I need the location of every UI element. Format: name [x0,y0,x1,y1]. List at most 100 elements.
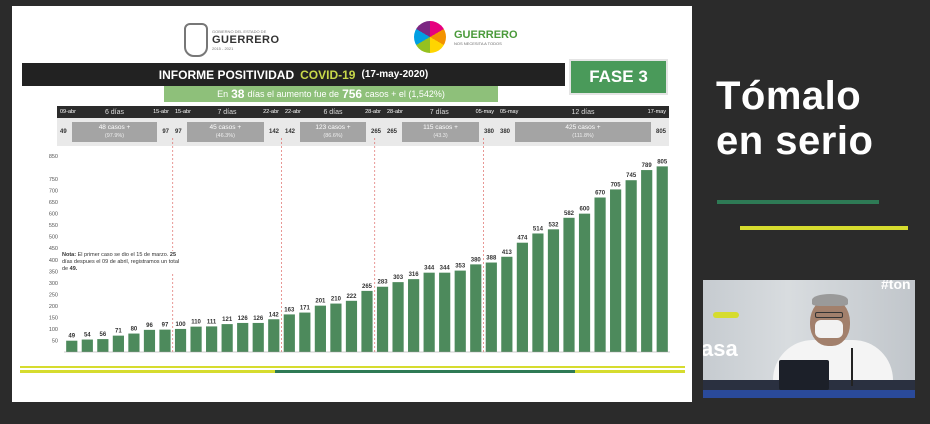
wall-text-top: #ton [881,280,911,292]
period-body: 142 123 casos + (86.6%) 265 [282,118,384,146]
note-label: Nota: [62,252,77,258]
stripe-yellow-top [20,366,685,368]
y-tick-label: 650 [49,200,58,206]
bar-value-label: 388 [486,256,497,262]
bar [625,180,637,352]
period-days: 7 días [217,108,237,116]
bar [143,329,156,352]
bar-value-label: 532 [548,222,559,228]
bar [268,319,280,352]
slogan: Tómalo en serio [716,74,873,164]
period-header: 22-abr 6 días 28-abr [282,106,384,118]
stripe-green-mid [275,370,575,373]
bar-value-label: 171 [300,306,311,312]
period-box: 15-abr 7 días 22-abr 97 45 casos + (46.3%… [172,106,282,146]
bar [174,328,187,352]
bar-value-label: 210 [331,297,342,303]
bar-value-label: 380 [471,257,482,263]
bar-value-label: 413 [502,250,513,256]
period-summary: 09-abr 6 días 15-abr 49 48 casos + (97.9%… [57,106,669,146]
bar-value-label: 222 [346,294,357,300]
bar [361,290,373,352]
period-days: 6 días [323,108,343,116]
period-increase-text: 123 casos + [315,124,351,131]
bar-value-label: 745 [626,173,637,179]
period-end-date: 05-may [475,109,494,115]
y-tick-label: 750 [49,177,58,183]
y-tick-label: 850 [49,154,58,160]
bar-value-label: 121 [222,317,233,323]
period-increase-text: 115 casos + [423,124,458,131]
period-end-value: 265 [370,129,381,135]
bar [66,340,78,352]
bar [485,262,497,352]
desk-front [703,390,915,398]
bar [439,272,451,352]
y-tick-label: 550 [49,223,58,229]
period-end-date: 17-may [647,109,666,115]
subtitle-days: 38 [231,87,245,101]
period-header: 28-abr 7 días 05-may [384,106,497,118]
y-tick-label: 350 [49,269,58,275]
logo-small-text: GOBIERNO DEL ESTADO DE [212,29,267,34]
bar [299,312,311,352]
bar [470,264,482,352]
bar [128,333,140,352]
bar-value-label: 142 [269,312,280,318]
period-header: 09-abr 6 días 15-abr [57,106,172,118]
period-body: 49 48 casos + (97.9%) 97 [57,118,172,146]
period-days: 12 días [571,108,595,116]
bar [376,286,389,352]
bar-value-label: 49 [68,334,75,340]
period-end-date: 22-abr [263,109,279,115]
bar-value-label: 265 [362,284,373,290]
period-start-value: 265 [387,129,398,135]
period-end-date: 28-abr [365,109,381,115]
bar-value-label: 163 [284,307,295,313]
state-seal-icon [184,23,208,57]
bar [578,213,591,352]
stripe-yellow-left [20,370,275,373]
bar-value-label: 56 [100,332,107,338]
y-tick-label: 250 [49,292,58,298]
note-total: 49. [69,266,78,272]
speaker-hair [812,294,848,306]
subtitle-pre: En [217,89,229,99]
subtitle-post: casos + el (1,542%) [365,89,445,99]
period-start-date: 09-abr [60,109,76,115]
subtitle-mid: días el aumento fue de [247,89,340,99]
bar [516,242,528,352]
bar [501,256,513,352]
period-start-value: 142 [285,129,296,135]
period-end-value: 380 [483,129,494,135]
period-days: 6 días [104,108,125,116]
bar [423,272,435,352]
period-start-date: 22-abr [285,109,301,115]
period-box: 28-abr 7 días 05-may 265 115 casos + (43.… [384,106,497,146]
period-start-value: 97 [175,129,182,135]
period-pct: (86.6%) [323,133,343,139]
bar-value-label: 97 [162,323,169,329]
period-pct: (43.3) [433,133,448,139]
title-highlight: COVID-19 [300,67,356,82]
wall-text-left: asa [703,336,738,361]
campaign-logo: GUERRERO NOS NECESITA A TODOS [414,20,518,54]
period-start-value: 49 [60,129,67,135]
note-text-1: El primer caso se dio el 15 de marzo. [77,252,169,258]
period-increase: 48 casos + (97.9%) [71,122,158,142]
bar [330,303,342,352]
bar [112,335,124,352]
period-body: 97 45 casos + (46.3%) 142 [172,118,282,146]
period-box: 22-abr 6 días 28-abr 142 123 casos + (86.… [282,106,384,146]
period-end-value: 805 [655,129,666,135]
bar-value-label: 474 [517,236,528,242]
bar [532,233,544,352]
bar-value-label: 126 [253,316,264,322]
bar [221,324,233,352]
bar [97,339,109,352]
period-days: 7 días [429,108,449,116]
microphone-icon [851,348,853,386]
period-start-value: 380 [500,129,511,135]
bar [206,326,218,352]
phase-badge: FASE 3 [569,59,668,95]
